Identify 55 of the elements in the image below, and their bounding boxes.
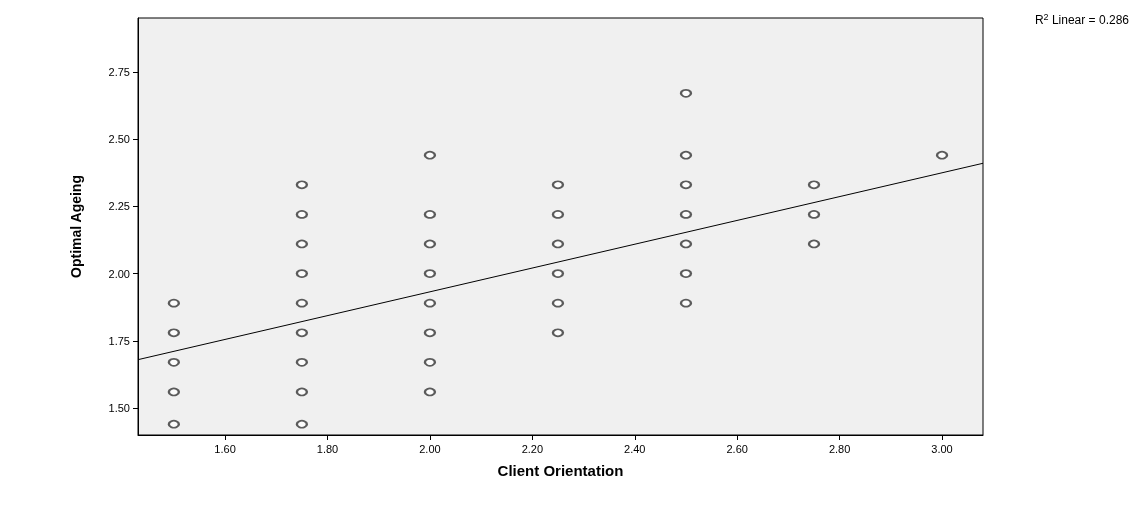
point <box>167 298 180 308</box>
x-tick-label: 2.80 <box>828 442 851 455</box>
point <box>679 298 692 308</box>
x-tick-label: 2.40 <box>624 442 646 455</box>
point <box>295 269 308 279</box>
x-tick-label: 1.60 <box>214 442 236 455</box>
x-tick-label: 2.20 <box>521 442 544 455</box>
point <box>679 269 692 279</box>
x-axis-title: Client Orientation <box>497 462 624 479</box>
point <box>679 239 692 249</box>
x-tick-label: 1.80 <box>316 442 339 455</box>
point <box>551 298 564 308</box>
point <box>551 209 564 219</box>
point <box>167 328 180 338</box>
point <box>423 328 436 338</box>
point <box>551 180 564 190</box>
y-tick-label: 1.75 <box>108 334 130 347</box>
point <box>295 387 308 397</box>
x-tick-label: 3.00 <box>931 442 953 455</box>
point <box>167 387 180 397</box>
point <box>295 209 308 219</box>
point <box>808 239 820 249</box>
point <box>423 387 436 397</box>
point <box>423 298 436 308</box>
point <box>679 150 692 160</box>
point <box>295 419 308 429</box>
point <box>679 88 692 98</box>
point <box>679 180 692 190</box>
y-axis-title: Optimal Ageing <box>68 175 84 278</box>
x-tick-label: 2.60 <box>726 442 748 455</box>
point <box>423 239 436 249</box>
point <box>295 239 308 249</box>
y-tick-label: 2.00 <box>108 267 130 280</box>
point <box>551 269 564 279</box>
point <box>808 180 820 190</box>
point <box>167 419 180 429</box>
x-tick-label: 2.00 <box>419 442 441 455</box>
y-tick-label: 2.75 <box>108 65 130 78</box>
point <box>551 328 564 338</box>
point <box>295 180 308 190</box>
point <box>423 269 436 279</box>
y-tick-label: 1.50 <box>108 402 130 415</box>
y-tick-label: 2.25 <box>108 200 130 213</box>
point <box>423 357 436 367</box>
point <box>423 150 436 160</box>
point <box>167 357 180 367</box>
point <box>295 328 308 338</box>
point <box>679 209 692 219</box>
point <box>423 209 436 219</box>
point <box>295 298 308 308</box>
y-tick-label: 2.50 <box>108 133 130 146</box>
point <box>551 239 564 249</box>
point <box>808 209 820 219</box>
point <box>295 357 308 367</box>
point <box>936 150 949 160</box>
